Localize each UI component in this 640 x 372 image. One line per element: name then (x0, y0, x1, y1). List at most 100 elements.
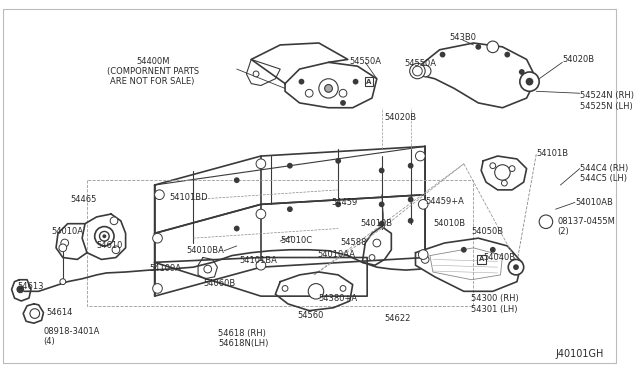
Text: 54618 (RH)
54618N(LH): 54618 (RH) 54618N(LH) (218, 329, 269, 349)
Text: 54060B: 54060B (203, 279, 235, 288)
Text: 54459+A: 54459+A (425, 197, 464, 206)
Circle shape (373, 239, 381, 247)
Circle shape (17, 286, 24, 293)
Circle shape (204, 265, 212, 273)
Text: 54524N (RH)
54525N (LH): 54524N (RH) 54525N (LH) (580, 91, 634, 111)
Text: 54101B: 54101B (536, 149, 568, 158)
Circle shape (340, 286, 346, 291)
Circle shape (340, 100, 346, 106)
Circle shape (379, 202, 385, 207)
Circle shape (502, 180, 508, 186)
Circle shape (353, 79, 358, 84)
Circle shape (525, 78, 533, 86)
Text: A: A (479, 256, 484, 262)
Text: 54380+A: 54380+A (319, 294, 358, 303)
Text: A: A (367, 78, 372, 85)
Circle shape (508, 259, 524, 275)
Text: 54588: 54588 (340, 238, 367, 247)
Text: 54622: 54622 (385, 314, 411, 323)
Text: 544C4 (RH)
544C5 (LH): 544C4 (RH) 544C5 (LH) (580, 164, 628, 183)
Text: 54459: 54459 (332, 198, 358, 206)
Circle shape (408, 197, 413, 202)
Circle shape (490, 163, 496, 169)
Circle shape (319, 79, 338, 98)
Circle shape (509, 166, 515, 171)
Bar (477, 255, 486, 264)
Circle shape (490, 247, 496, 253)
Circle shape (504, 52, 510, 58)
Text: 54101BA: 54101BA (239, 256, 278, 264)
Circle shape (539, 215, 553, 228)
Text: 54050B: 54050B (472, 227, 504, 235)
Circle shape (100, 231, 109, 241)
Circle shape (305, 89, 313, 97)
Circle shape (487, 41, 499, 53)
Circle shape (415, 151, 425, 161)
Circle shape (102, 234, 106, 238)
Circle shape (419, 199, 428, 209)
Text: 54010B: 54010B (433, 219, 465, 228)
Circle shape (369, 254, 375, 260)
Circle shape (155, 190, 164, 199)
Text: 54550A: 54550A (404, 60, 436, 68)
Circle shape (234, 225, 239, 231)
Circle shape (282, 286, 288, 291)
Text: 54010AA: 54010AA (317, 250, 355, 259)
Circle shape (513, 264, 519, 270)
Circle shape (408, 163, 413, 169)
Bar (365, 77, 374, 86)
Text: 54040B: 54040B (483, 253, 515, 262)
Circle shape (110, 217, 118, 225)
Circle shape (324, 84, 332, 92)
Text: 54560: 54560 (298, 311, 324, 320)
Circle shape (520, 72, 539, 91)
Circle shape (60, 279, 66, 285)
Circle shape (495, 165, 510, 180)
Circle shape (299, 79, 305, 84)
Text: J40101GH: J40101GH (556, 349, 604, 359)
Text: ⊗: ⊗ (543, 217, 549, 226)
Circle shape (410, 63, 425, 79)
Circle shape (419, 65, 431, 77)
Circle shape (335, 158, 341, 164)
Circle shape (461, 247, 467, 253)
Circle shape (408, 218, 413, 224)
Circle shape (112, 246, 120, 254)
Circle shape (253, 71, 259, 77)
Circle shape (476, 44, 481, 50)
Text: 08918-3401A
(4): 08918-3401A (4) (44, 327, 100, 346)
Text: 54400M
(COMPORNENT PARTS
ARE NOT FOR SALE): 54400M (COMPORNENT PARTS ARE NOT FOR SAL… (107, 57, 199, 86)
Text: 54300 (RH)
54301 (LH): 54300 (RH) 54301 (LH) (470, 294, 518, 314)
Circle shape (335, 202, 341, 207)
Circle shape (419, 250, 428, 259)
Circle shape (153, 233, 163, 243)
Circle shape (61, 239, 68, 247)
Text: 54010A: 54010A (51, 227, 83, 235)
Circle shape (379, 221, 385, 227)
Circle shape (308, 283, 324, 299)
Text: 54010B: 54010B (361, 219, 393, 228)
Circle shape (339, 89, 347, 97)
Text: 54613: 54613 (17, 282, 44, 291)
Text: 54010BA: 54010BA (186, 246, 224, 255)
Text: 54020B: 54020B (385, 113, 417, 122)
Text: 54010AB: 54010AB (575, 198, 612, 206)
Circle shape (440, 52, 445, 58)
Circle shape (421, 256, 429, 263)
Text: 54614: 54614 (46, 308, 73, 317)
Circle shape (287, 206, 292, 212)
Text: 54020B: 54020B (563, 55, 595, 64)
Circle shape (256, 159, 266, 169)
Circle shape (519, 69, 525, 75)
Circle shape (287, 163, 292, 169)
Circle shape (413, 66, 422, 76)
Circle shape (256, 260, 266, 270)
Text: 543B0: 543B0 (449, 33, 476, 42)
Circle shape (256, 209, 266, 219)
Text: 54109A: 54109A (150, 264, 182, 273)
Circle shape (153, 283, 163, 293)
Text: 54101BD: 54101BD (169, 193, 208, 202)
Circle shape (379, 168, 385, 173)
Circle shape (95, 227, 114, 246)
Circle shape (30, 309, 40, 318)
